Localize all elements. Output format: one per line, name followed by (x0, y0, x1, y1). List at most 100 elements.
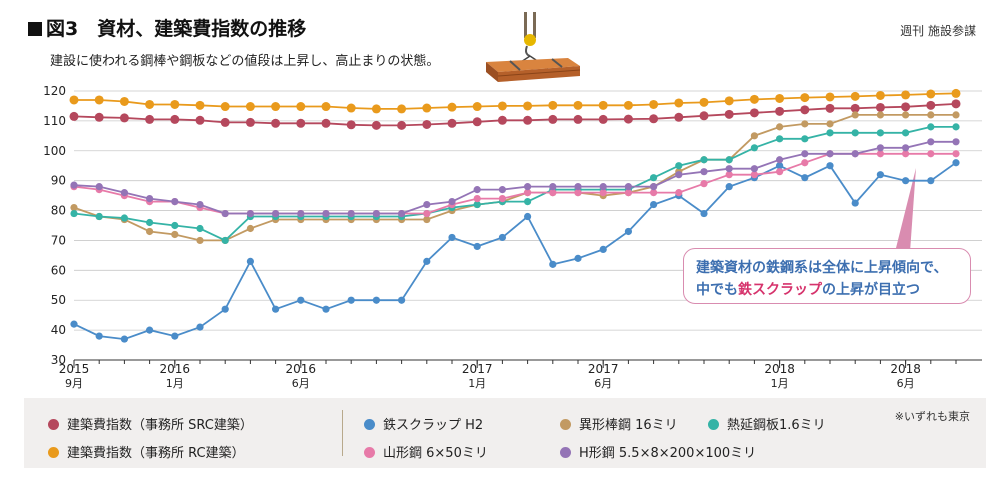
y-tick-label: 60 (51, 263, 66, 277)
data-point-src (875, 102, 885, 112)
data-point-scrap (246, 257, 254, 265)
data-point-hbeam (498, 186, 506, 194)
data-point-scrap (927, 177, 935, 185)
data-point-hotroll (776, 135, 784, 143)
data-point-src (724, 109, 734, 119)
data-point-hbeam (196, 200, 204, 209)
data-point-hotroll (675, 162, 683, 170)
data-point-scrap (95, 332, 103, 340)
series-line-src (73, 103, 957, 127)
data-point-scrap (952, 159, 960, 167)
data-point-scrap (700, 209, 708, 218)
data-point-deformed (246, 224, 254, 233)
data-point-hbeam (675, 171, 683, 179)
data-point-hbeam (624, 183, 633, 191)
data-point-hbeam (272, 209, 280, 218)
data-point-hotroll (146, 218, 154, 227)
data-point-hotroll (171, 221, 179, 230)
y-tick-label: 110 (43, 114, 66, 128)
x-tick-year: 2015 (59, 362, 90, 376)
callout-line2-prefix: 中でも (696, 282, 738, 298)
x-tick-year: 2018 (764, 362, 795, 376)
data-point-src (371, 120, 381, 130)
data-point-src (623, 114, 633, 124)
data-point-scrap (70, 320, 78, 328)
data-point-hotroll (196, 224, 204, 233)
x-tick-month: 1月 (771, 377, 789, 390)
data-point-src (195, 115, 205, 125)
data-point-src (296, 118, 306, 128)
data-point-scrap (372, 296, 380, 304)
series-line-hbeam (73, 140, 956, 215)
data-point-rc (875, 90, 885, 100)
data-point-rc (422, 103, 432, 113)
data-point-angle (650, 189, 658, 197)
data-point-src (573, 114, 583, 124)
legend-marker-rc (48, 447, 59, 458)
data-point-hbeam (448, 197, 456, 206)
data-point-hbeam (322, 209, 330, 218)
legend-marker-scrap (364, 419, 375, 430)
data-point-scrap (473, 242, 481, 251)
data-point-src (447, 118, 457, 128)
data-point-hbeam (246, 209, 254, 218)
x-tick-year: 2017 (462, 362, 493, 376)
crane-lumber-illustration (486, 12, 581, 82)
data-point-hbeam (549, 183, 557, 191)
data-point-hbeam (171, 197, 179, 206)
data-point-rc (447, 102, 457, 112)
data-point-rc (397, 104, 407, 114)
data-point-hotroll (70, 209, 78, 218)
data-point-deformed (902, 111, 910, 119)
data-point-scrap (851, 199, 859, 207)
data-point-hbeam (952, 138, 960, 146)
data-point-rc (598, 100, 608, 110)
y-tick-label: 30 (51, 353, 66, 367)
series-line-angle (73, 152, 956, 215)
legend-label: 建築費指数（事務所 RC建築） (67, 446, 245, 461)
data-point-hotroll (826, 129, 834, 137)
data-point-hbeam (120, 189, 128, 197)
data-point-hbeam (95, 183, 103, 191)
data-point-angle (524, 189, 532, 197)
legend-marker-angle (364, 447, 375, 458)
legend-item-hbeam: H形鋼 5.5×8×200×100ミリ (560, 442, 756, 461)
data-point-hbeam (700, 168, 708, 176)
data-point-hotroll (650, 174, 658, 182)
data-point-rc (901, 90, 911, 100)
data-point-hotroll (801, 135, 809, 143)
data-point-hotroll (120, 214, 128, 222)
legend-marker-src (48, 419, 59, 430)
data-point-rc (371, 104, 381, 114)
data-point-hbeam (398, 209, 406, 218)
data-point-hotroll (851, 129, 859, 137)
data-point-scrap (801, 174, 809, 182)
data-point-hbeam (750, 165, 759, 173)
data-point-deformed (750, 132, 759, 140)
data-point-scrap (120, 335, 128, 343)
legend-marker-deformed (560, 419, 571, 430)
data-point-hotroll (221, 236, 229, 245)
data-point-rc (346, 103, 356, 113)
data-point-rc (119, 96, 129, 106)
data-point-src (699, 111, 709, 121)
data-point-rc (472, 102, 482, 112)
data-point-rc (523, 101, 533, 111)
data-point-scrap (524, 212, 532, 221)
data-point-hbeam (524, 183, 532, 191)
legend-item-hotroll: 熱延鋼板1.6ミリ (708, 414, 826, 433)
data-point-src (926, 100, 936, 110)
data-point-hbeam (473, 186, 481, 194)
data-point-rc (800, 93, 810, 103)
callout-line2: 中でも鉄スクラップの上昇が目立つ (696, 279, 920, 299)
data-point-rc (649, 99, 659, 109)
data-point-hbeam (776, 156, 784, 164)
data-point-scrap (599, 245, 607, 254)
legend-marker-hbeam (560, 447, 571, 458)
data-point-hbeam (650, 183, 658, 191)
data-point-rc (220, 102, 230, 112)
data-point-scrap (398, 296, 406, 304)
callout-line2-suffix: の上昇が目立つ (822, 282, 920, 298)
data-point-angle (902, 150, 910, 158)
